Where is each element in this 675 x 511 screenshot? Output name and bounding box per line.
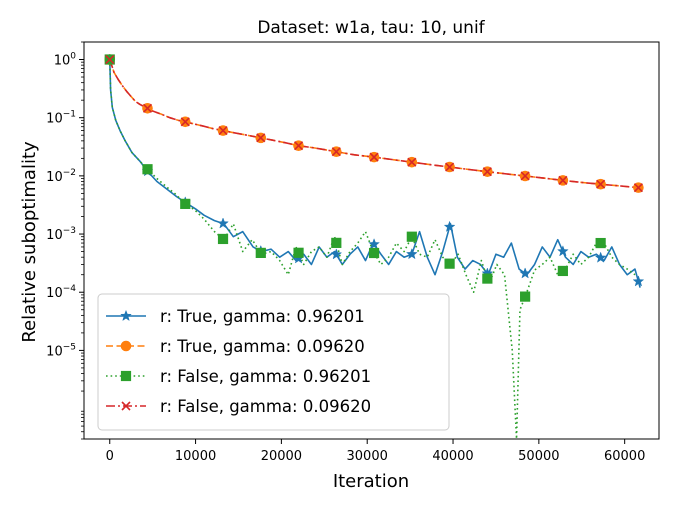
data-point-3 <box>482 273 493 284</box>
legend: r: True, gamma: 0.96201 r: True, gamma: 0… <box>97 293 450 431</box>
y-tick-label: 10−5 <box>46 342 76 359</box>
x-tick-label: 60000 <box>604 449 645 464</box>
series-line-4 <box>108 59 642 189</box>
legend-label-1: r: True, gamma: 0.96201 <box>160 307 365 326</box>
data-point-4 <box>142 103 153 113</box>
data-point-3 <box>557 265 568 277</box>
data-point-4 <box>596 179 606 189</box>
data-point-4 <box>369 152 379 162</box>
plot-frame <box>83 41 660 440</box>
data-point-4 <box>293 141 304 151</box>
data-point-1 <box>368 238 380 250</box>
legend-label-2: r: True, gamma: 0.09620 <box>160 337 365 356</box>
data-point-4 <box>445 162 455 172</box>
y-tick-label: 100 <box>54 52 77 69</box>
data-point-1 <box>217 217 229 229</box>
legend-marker-4 <box>121 401 131 411</box>
data-point-3 <box>520 291 531 302</box>
data-point-1 <box>330 248 343 260</box>
data-point-1 <box>405 248 418 260</box>
data-point-3 <box>331 237 342 248</box>
data-point-1 <box>556 245 569 257</box>
data-point-3 <box>368 247 380 259</box>
legend-marker-1 <box>120 309 132 322</box>
data-point-1 <box>632 275 645 287</box>
legend-label-3: r: False, gamma: 0.96201 <box>160 367 371 386</box>
data-point-4 <box>633 183 643 193</box>
data-point-3 <box>217 233 229 245</box>
data-point-4 <box>105 54 115 65</box>
marker-layer <box>103 53 645 302</box>
data-point-3 <box>255 247 266 259</box>
data-point-3 <box>595 237 606 249</box>
data-point-4 <box>180 117 190 127</box>
data-point-1 <box>519 267 532 279</box>
y-tick-label: 10−4 <box>46 284 76 301</box>
x-tick-label: 10000 <box>175 449 216 464</box>
legend-box <box>97 293 450 431</box>
data-point-1 <box>594 251 607 263</box>
data-point-4 <box>482 167 492 177</box>
x-tick-label: 0 <box>106 449 114 464</box>
legend-marker-2 <box>120 340 132 352</box>
y-tick-label: 10−2 <box>46 168 76 185</box>
data-point-3 <box>180 198 191 209</box>
chart-title: Dataset: w1a, tau: 10, unif <box>257 18 485 38</box>
x-tick-label: 50000 <box>518 449 559 464</box>
data-point-4 <box>218 126 228 136</box>
data-point-4 <box>558 175 568 185</box>
y-tick-label: 10−3 <box>46 226 76 243</box>
data-point-3 <box>406 231 417 242</box>
data-point-4 <box>331 147 341 157</box>
x-axis-label: Iteration <box>333 471 409 492</box>
data-point-4 <box>407 157 417 167</box>
data-point-1 <box>443 220 456 232</box>
data-point-4 <box>520 171 530 181</box>
data-point-3 <box>142 164 153 175</box>
x-tick-label: 40000 <box>432 449 473 464</box>
legend-label-4: r: False, gamma: 0.09620 <box>160 397 371 416</box>
y-axis-label: Relative suboptimality <box>19 141 40 343</box>
data-point-4 <box>256 133 266 143</box>
y-tick-label: 10−1 <box>46 110 76 127</box>
legend-marker-3 <box>120 370 132 382</box>
x-tick-label: 30000 <box>347 449 388 464</box>
data-point-3 <box>444 258 455 269</box>
data-point-3 <box>293 247 304 258</box>
x-tick-label: 20000 <box>261 449 302 464</box>
